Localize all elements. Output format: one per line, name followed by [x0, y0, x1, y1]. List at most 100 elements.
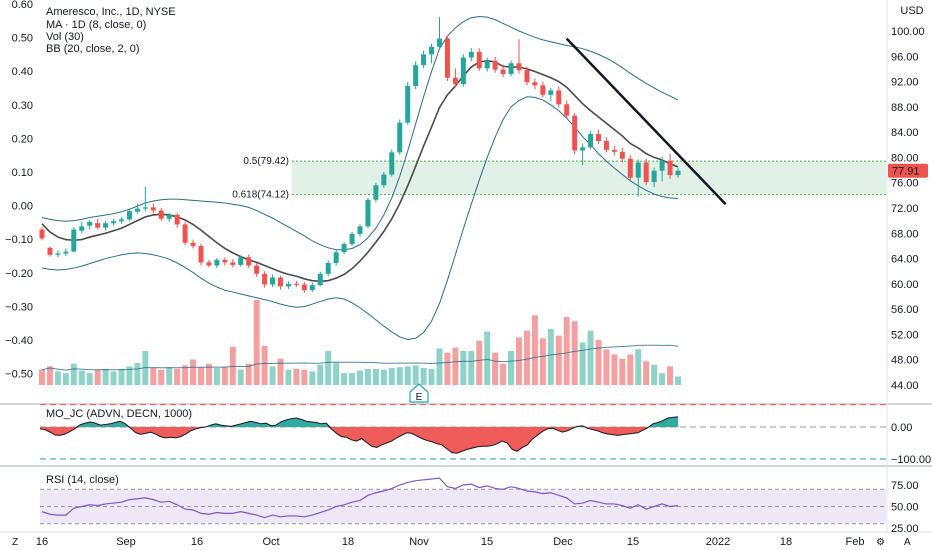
time-tick-label: 16	[191, 536, 203, 548]
candle-body	[79, 226, 85, 231]
candle	[373, 182, 379, 203]
volume-bar	[190, 359, 197, 385]
volume-bar	[325, 351, 332, 385]
candle-body	[301, 284, 307, 291]
volume-bar	[349, 373, 356, 385]
volume-bar	[166, 367, 173, 385]
volume-bar	[500, 363, 507, 385]
candle	[381, 171, 387, 188]
candle-body	[134, 208, 140, 212]
time-tick-label: Oct	[262, 536, 279, 548]
mo-jc-tick-label: −100.00	[891, 454, 931, 466]
candle	[341, 242, 347, 255]
volume-bar	[39, 369, 45, 385]
candle-body	[293, 283, 299, 285]
candle	[63, 248, 69, 257]
candle-body	[651, 170, 657, 183]
candle	[572, 113, 578, 155]
time-tick-label: 15	[481, 536, 493, 548]
price-tick-label: 84.00	[891, 127, 919, 139]
candle-body	[429, 46, 435, 55]
earnings-marker[interactable]: E	[409, 383, 429, 403]
time-axis[interactable]: 16 Sep 16 Oct 18 Nov 15 Dec 15 2022 18 Feb	[36, 536, 865, 548]
price-tick-label: 88.00	[891, 102, 919, 114]
candle	[325, 260, 331, 277]
candle	[150, 203, 156, 214]
candle	[556, 86, 562, 108]
candle-body	[588, 134, 594, 148]
volume-bar	[412, 365, 419, 385]
candle-body	[524, 70, 530, 83]
time-tick-label: Sep	[116, 536, 136, 548]
volume-bar	[110, 371, 117, 385]
volume-bar	[357, 370, 363, 385]
price-axis[interactable]: 100.00 96.00 92.00 88.00 84.00 80.00 76.00 72.0…	[891, 26, 925, 392]
volume-bar	[102, 368, 109, 385]
volume-bar	[460, 351, 467, 385]
candle-body	[556, 90, 562, 105]
time-tick-label: Feb	[846, 536, 865, 548]
candle	[349, 232, 355, 246]
volume-bar	[78, 370, 85, 385]
candle-body	[667, 160, 673, 176]
candle	[142, 186, 148, 212]
left-tick-label: 0.60	[12, 0, 33, 11]
candle-body	[119, 219, 124, 222]
candle-body	[580, 147, 586, 151]
candle	[39, 226, 45, 241]
candle-body	[619, 151, 625, 159]
candle-body	[214, 259, 220, 266]
candle-body	[405, 85, 411, 123]
candle-body	[142, 207, 148, 209]
volume-bar	[428, 368, 435, 385]
volume-bar	[221, 367, 228, 385]
volume-bar	[611, 354, 618, 385]
candle-body	[166, 214, 172, 219]
candle-body	[71, 229, 77, 252]
left-tick-label: 0.20	[12, 133, 33, 145]
candle	[254, 262, 260, 277]
trend-line[interactable]	[565, 37, 727, 206]
candle-body	[627, 158, 633, 178]
volume-bar	[309, 371, 316, 385]
candle-body	[55, 253, 61, 255]
volume-bar	[237, 369, 244, 385]
candle-body	[317, 273, 323, 286]
candle	[516, 39, 522, 74]
current-price-tag	[888, 163, 928, 178]
candle-body	[421, 54, 427, 66]
current-price-value: 77.91	[892, 166, 920, 178]
indicator-vol-label: Vol (30)	[46, 31, 84, 43]
candle	[206, 259, 212, 268]
left-tick-label: −0.20	[5, 268, 33, 280]
candle	[301, 281, 307, 293]
moving-average	[41, 59, 679, 283]
fib-label-0618: 0.618(74.12)	[232, 190, 289, 201]
candle	[174, 213, 180, 228]
mo-jc-title: MO_JC (ADVN, DECN, 1000)	[46, 408, 192, 420]
candle	[532, 78, 538, 90]
volume-bar	[372, 368, 379, 385]
settings-icon[interactable]: ⚙	[876, 537, 885, 548]
mo-jc-indicator	[39, 404, 886, 460]
candle-body	[643, 162, 649, 183]
volume-bar	[555, 335, 562, 385]
volume-bar	[516, 337, 522, 385]
volume-bar	[341, 373, 348, 385]
candle-body	[452, 77, 458, 85]
candle	[540, 81, 546, 98]
candle-body	[182, 224, 188, 243]
price-tick-label: 56.00	[891, 304, 919, 316]
candle-body	[158, 210, 164, 219]
candle-body	[198, 245, 204, 263]
candle-body	[357, 226, 363, 234]
candle	[214, 257, 220, 269]
timezone-icon[interactable]: Z	[12, 537, 18, 548]
candle	[230, 259, 236, 268]
candle-body	[341, 244, 347, 253]
candle-body	[444, 38, 450, 78]
price-tick-label: 44.00	[891, 380, 919, 392]
candle	[270, 274, 276, 288]
auto-scale-toggle[interactable]: A	[904, 537, 911, 548]
